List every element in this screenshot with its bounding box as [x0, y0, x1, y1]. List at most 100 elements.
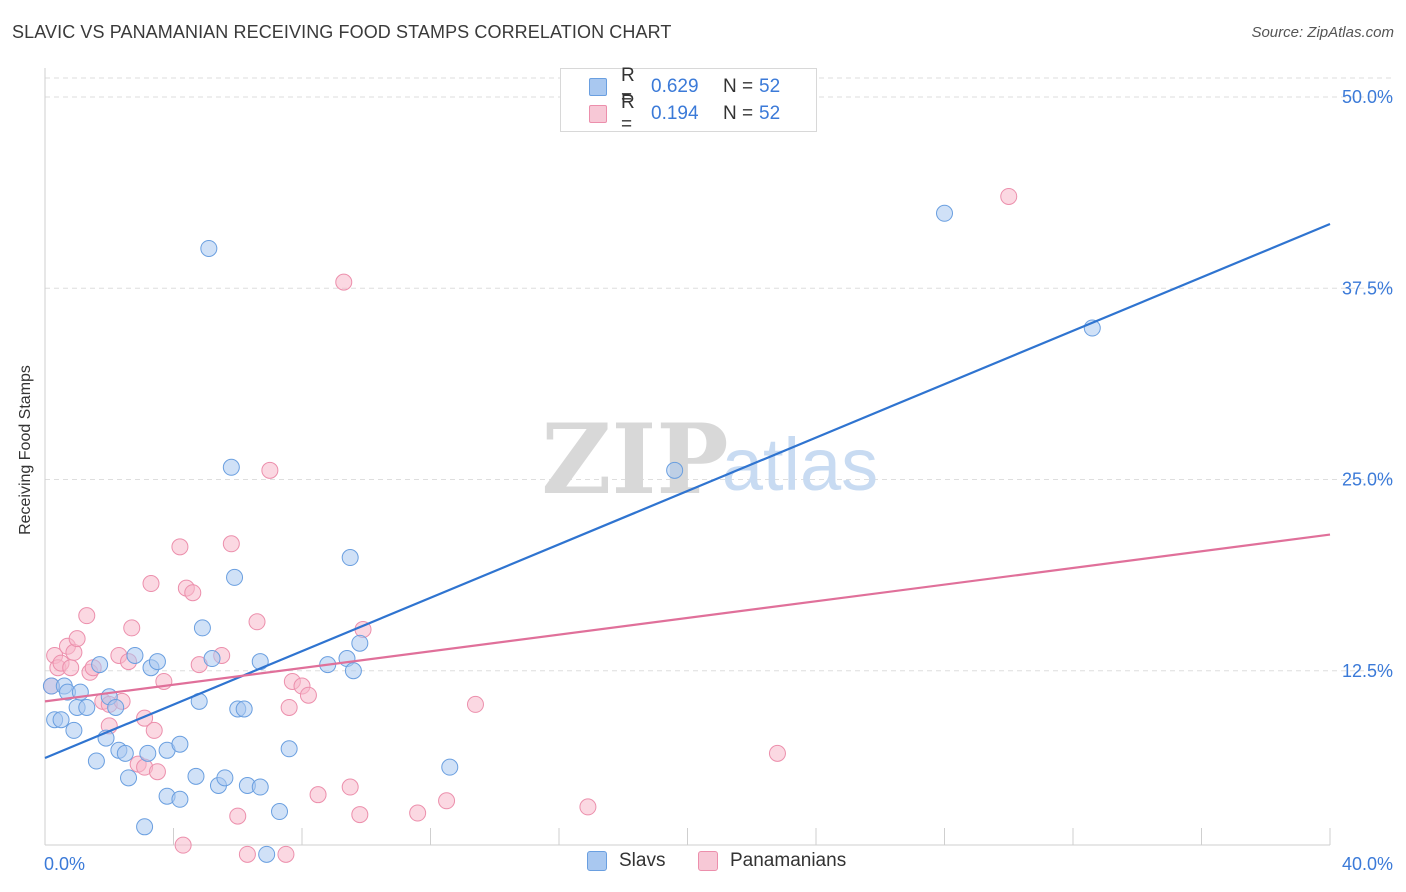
panamanians-point [229, 807, 247, 825]
y-tick-label: 25.0% [1342, 470, 1393, 490]
r-value-slavs: 0.629 [651, 76, 699, 97]
y-tick-label: 50.0% [1342, 87, 1393, 107]
slavs-point [251, 778, 269, 796]
legend-row-slavs: R = 0.629 N = 52 [561, 65, 781, 108]
panamanians-point [148, 763, 166, 781]
slavs-swatch [589, 78, 607, 96]
slavs-point [171, 735, 189, 753]
watermark-zip: ZIP [541, 403, 728, 516]
watermark-atlas: atlas [722, 423, 878, 506]
panamanians-point [280, 698, 298, 716]
legend-label-panamanians: Panamanians [730, 850, 847, 871]
panamanians-point [299, 686, 317, 704]
slavs-points [42, 204, 1101, 863]
panamanians-point [1000, 187, 1018, 205]
slavs-point [193, 619, 211, 637]
x-tick-label-min: 0.0% [44, 854, 85, 874]
n-value-panamanians: 52 [759, 103, 781, 124]
slavs-point [222, 458, 240, 476]
slavs-point [936, 204, 953, 222]
slavs-point [52, 711, 70, 729]
y-tick-label: 12.5% [1342, 661, 1393, 681]
slavs-point [87, 752, 105, 770]
panamanians-trend-line [44, 533, 1331, 703]
legend-item-slavs[interactable]: Slavs [587, 850, 665, 872]
panamanians-point [65, 643, 83, 661]
panamanians-point [409, 804, 427, 822]
n-value-slavs: 52 [759, 76, 781, 97]
panamanians-swatch [589, 105, 607, 123]
panamanians-point [466, 695, 484, 713]
slavs-point [341, 549, 359, 567]
slavs-point [126, 646, 144, 664]
panamanians-point [248, 613, 266, 631]
slavs-point [171, 790, 189, 808]
slavs-point [65, 721, 83, 739]
n-label: N = [723, 76, 754, 97]
slavs-point [280, 740, 298, 758]
slavs-point [441, 758, 459, 776]
panamanians-point [68, 630, 86, 648]
panamanians-point [142, 575, 160, 593]
x-tick-label-max: 40.0% [1342, 854, 1393, 874]
legend-item-panamanians[interactable]: Panamanians [698, 850, 846, 872]
slavs-point [120, 769, 138, 787]
y-axis-label-wrap: Receiving Food Stamps [6, 300, 46, 600]
panamanians-point [222, 535, 240, 553]
panamanians-point [171, 538, 189, 556]
slavs-point [148, 653, 166, 671]
panamanians-point [438, 792, 456, 810]
slavs-point [235, 700, 253, 718]
axes [44, 68, 1331, 846]
slavs-point [116, 744, 134, 762]
slavs-point [344, 662, 362, 680]
panamanians-points [42, 187, 1018, 863]
slavs-point [271, 803, 289, 821]
slavs-point [136, 818, 154, 836]
panamanians-point [261, 461, 279, 479]
slavs-trend-line [44, 222, 1331, 759]
slavs-point [258, 845, 276, 863]
panamanians-point [351, 806, 369, 824]
panamanians-point [579, 798, 597, 816]
trend-lines [44, 222, 1331, 759]
panamanians-point [174, 836, 192, 854]
panamanians-point [62, 659, 80, 677]
panamanians-legend-swatch [698, 851, 718, 871]
slavs-legend-swatch [587, 851, 607, 871]
chart-title: SLAVIC VS PANAMANIAN RECEIVING FOOD STAM… [12, 22, 672, 42]
panamanians-point [184, 584, 202, 602]
r-label: R = [621, 65, 635, 108]
slavs-point [200, 239, 218, 257]
legend-label-slavs: Slavs [619, 850, 666, 871]
y-tick-labels: 12.5% 25.0% 37.5% 50.0% [1342, 87, 1393, 681]
panamanians-point [335, 273, 353, 291]
slavs-point [216, 769, 234, 787]
panamanians-point [238, 845, 256, 863]
slavs-point [187, 767, 205, 785]
series-legend: Slavs Panamanians [0, 850, 1406, 878]
gridlines [45, 77, 1395, 672]
slavs-point [139, 744, 157, 762]
slavs-point [351, 634, 369, 652]
panamanians-point [145, 721, 163, 739]
correlation-legend: R = 0.629 N = 52 R = 0.194 N = 52 [560, 65, 817, 135]
n-label: N = [723, 103, 754, 124]
panamanians-point [341, 778, 359, 796]
y-tick-label: 37.5% [1342, 278, 1393, 298]
slavs-point [91, 656, 109, 674]
slavs-point [78, 698, 96, 716]
source-credit: Source: ZipAtlas.com [1251, 24, 1394, 41]
panamanians-point [123, 619, 141, 637]
panamanians-point [78, 607, 96, 625]
r-label: R = [621, 92, 635, 135]
slavs-point [666, 461, 684, 479]
slavs-point [107, 698, 125, 716]
panamanians-point [309, 786, 327, 804]
slavs-point [226, 568, 244, 586]
panamanians-point [277, 845, 295, 863]
slavs-point [203, 650, 221, 668]
r-value-panamanians: 0.194 [651, 103, 699, 124]
y-axis-label: Receiving Food Stamps [17, 365, 34, 535]
